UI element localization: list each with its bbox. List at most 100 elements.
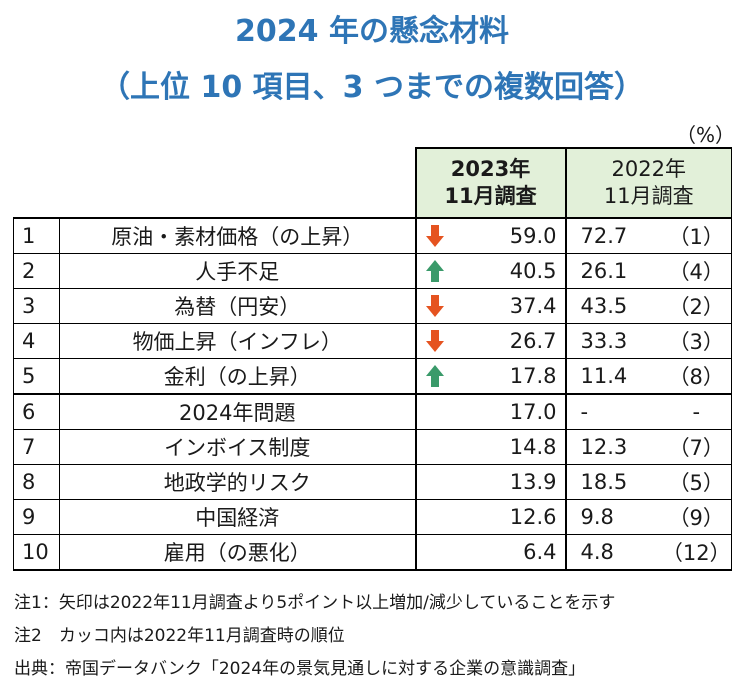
- rank-2022-cell: （1）: [661, 217, 733, 254]
- rank-2022: -: [692, 400, 701, 424]
- note-3: 出典：帝国データバンク「2024年の景気見通しに対する企業の意識調査」: [14, 659, 586, 679]
- value-2022-cell: 18.5: [565, 464, 662, 500]
- rank-2022: （7）: [668, 436, 724, 460]
- value-2023-cell: 40.5: [414, 253, 567, 289]
- table-row: 8 地政学的リスク 13.9 18.5 （5）: [13, 464, 733, 500]
- value-2023-cell: 12.6: [414, 499, 567, 535]
- rank-2022-cell: （7）: [661, 429, 733, 465]
- rank-2022-cell: -: [661, 393, 733, 430]
- table-row: 3 為替（円安） 37.4 43.5 （2）: [13, 288, 733, 324]
- rank-cell: 1: [13, 217, 60, 254]
- rank-2022: （9）: [668, 506, 724, 530]
- value-2023-cell: 37.4: [414, 288, 567, 324]
- value-2023-cell: 26.7: [414, 323, 567, 359]
- value-2022: 72.7: [580, 224, 628, 248]
- rank-cell: 7: [13, 429, 60, 465]
- rank-2022: （3）: [668, 330, 724, 354]
- value-2022-cell: 4.8: [565, 534, 662, 571]
- arrow-down-icon: [425, 225, 444, 247]
- item-cell: 雇用（の悪化）: [59, 534, 416, 571]
- value-2023: 40.5: [509, 259, 557, 283]
- rank-cell: 10: [13, 534, 60, 571]
- header-2022: 2022年 11月調査: [564, 147, 733, 219]
- value-2023-cell: 14.8: [414, 429, 567, 465]
- value-2023-cell: 17.8: [414, 358, 567, 395]
- rank-2022-cell: （2）: [661, 288, 733, 324]
- value-2023: 17.8: [509, 364, 557, 388]
- rank-cell: 3: [13, 288, 60, 324]
- header-2022-text: 2022年 11月調査: [603, 157, 694, 208]
- table-row: 4 物価上昇（インフレ） 26.7 33.3 （3）: [13, 323, 733, 359]
- value-2023: 26.7: [509, 329, 557, 353]
- item-cell: 中国経済: [59, 499, 416, 535]
- value-2023-cell: 59.0: [414, 217, 567, 254]
- table-row: 9 中国経済 12.6 9.8 （9）: [13, 499, 733, 535]
- rank-cell: 2: [13, 253, 60, 289]
- rank-2022: （1）: [668, 225, 724, 249]
- value-2022: 26.1: [580, 259, 628, 283]
- rank-2022: （4）: [668, 260, 724, 284]
- value-2022: -: [580, 400, 589, 424]
- value-2023: 13.9: [509, 470, 557, 494]
- value-2022-cell: 12.3: [565, 429, 662, 465]
- title-line1: 2024 年の懸念材料: [235, 14, 509, 49]
- rank-2022-cell: （8）: [661, 358, 733, 395]
- value-2023-cell: 6.4: [414, 534, 567, 571]
- value-2022-cell: 43.5: [565, 288, 662, 324]
- value-2022: 11.4: [580, 364, 628, 388]
- value-2022: 9.8: [580, 505, 614, 529]
- value-2023-cell: 17.0: [414, 393, 567, 430]
- value-2022-cell: 33.3: [565, 323, 662, 359]
- concerns-table: 2023年 11月調査 2022年 11月調査 1 原油・素材価格（の上昇） 59.0 7…: [13, 147, 733, 571]
- value-2022-cell: 11.4: [565, 358, 662, 395]
- value-2023: 59.0: [509, 224, 557, 248]
- table-row: 6 2024年問題 17.0- -: [13, 393, 733, 430]
- item-cell: 2024年問題: [59, 393, 416, 430]
- table-row: 10 雇用（の悪化） 6.4 4.8 （12）: [13, 534, 733, 571]
- rank-cell: 8: [13, 464, 60, 500]
- unit-label: （%）: [676, 123, 736, 147]
- title-line2: （上位 10 項目、3 つまでの複数回答）: [100, 70, 644, 105]
- table-row: 7 インボイス制度 14.8 12.3 （7）: [13, 429, 733, 465]
- value-2022-cell: -: [565, 393, 662, 430]
- value-2023: 37.4: [509, 294, 557, 318]
- rank-cell: 4: [13, 323, 60, 359]
- note-2: 注2 カッコ内は2022年11月調査時の順位: [14, 626, 345, 646]
- value-2023: 12.6: [509, 505, 557, 529]
- value-2022: 33.3: [580, 329, 628, 353]
- arrow-up-icon: [425, 365, 444, 387]
- rank-cell: 6: [13, 393, 60, 430]
- item-cell: 地政学的リスク: [59, 464, 416, 500]
- rank-2022: （8）: [668, 365, 724, 389]
- item-cell: 為替（円安）: [59, 288, 416, 324]
- item-cell: 人手不足: [59, 253, 416, 289]
- item-cell: 原油・素材価格（の上昇）: [59, 217, 416, 254]
- table-row: 5 金利（の上昇） 17.8 11.4 （8）: [13, 358, 733, 395]
- item-cell: 物価上昇（インフレ）: [59, 323, 416, 359]
- header-2023: 2023年 11月調査: [414, 147, 567, 219]
- rank-2022-cell: （4）: [661, 253, 733, 289]
- item-cell: 金利（の上昇）: [59, 358, 416, 395]
- value-2023-cell: 13.9: [414, 464, 567, 500]
- header-blank: [13, 148, 416, 219]
- rank-2022: （2）: [668, 295, 724, 319]
- arrow-down-icon: [425, 295, 444, 317]
- rank-2022: （12）: [661, 541, 731, 565]
- header-2023-text: 2023年 11月調査: [444, 157, 537, 208]
- rank-2022-cell: （9）: [661, 499, 733, 535]
- rank-2022-cell: （12）: [661, 534, 733, 571]
- arrow-down-icon: [425, 330, 444, 352]
- value-2022-cell: 9.8: [565, 499, 662, 535]
- note-1: 注1：矢印は2022年11月調査より5ポイント以上増加/減少していることを示す: [14, 593, 616, 613]
- item-cell: インボイス制度: [59, 429, 416, 465]
- arrow-up-icon: [425, 260, 444, 282]
- rank-cell: 5: [13, 358, 60, 395]
- value-2022-cell: 26.1: [565, 253, 662, 289]
- table-row: 1 原油・素材価格（の上昇） 59.0 72.7 （1）: [13, 217, 733, 254]
- table-row: 2 人手不足 40.5 26.1 （4）: [13, 253, 733, 289]
- rank-cell: 9: [13, 499, 60, 535]
- value-2022-cell: 72.7: [565, 217, 662, 254]
- rank-2022-cell: （3）: [661, 323, 733, 359]
- value-2023: 17.0: [509, 400, 557, 424]
- value-2023: 14.8: [509, 435, 557, 459]
